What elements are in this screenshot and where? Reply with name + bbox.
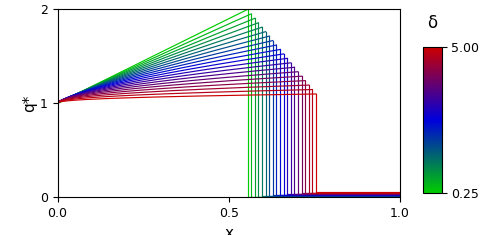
X-axis label: x: x <box>224 226 233 235</box>
Text: δ: δ <box>427 14 437 32</box>
Y-axis label: q*: q* <box>22 95 37 112</box>
